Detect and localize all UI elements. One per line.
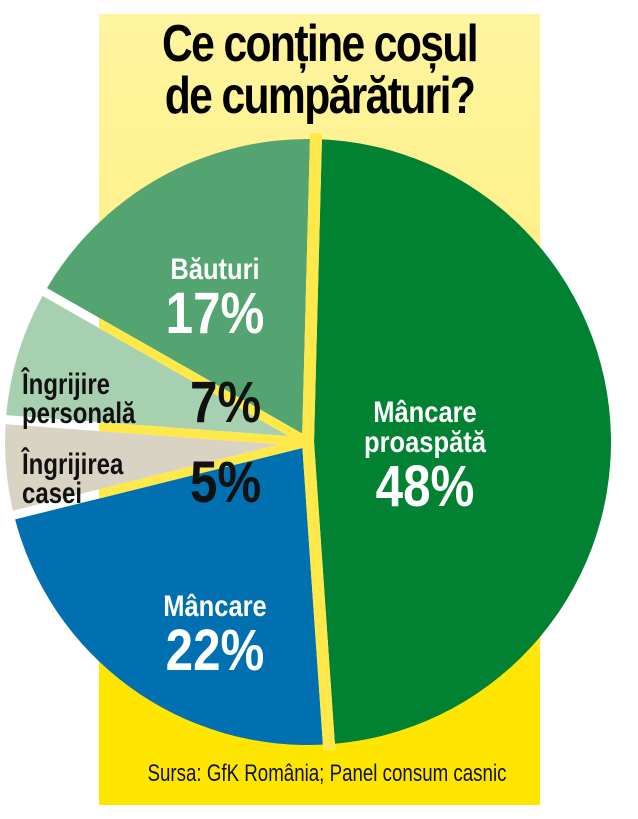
- label-home-care: Îngrijirea casei 5%: [22, 448, 262, 515]
- slice-home-care: [4, 419, 308, 516]
- label-fresh-food-name-1: Mâncare: [373, 396, 477, 429]
- title-line-2: de cumpărături?: [164, 67, 476, 125]
- label-fresh-food: Mâncare proaspătă 48%: [340, 398, 510, 516]
- label-personal-care-name-2: personală: [22, 397, 136, 430]
- slice-separator: [99, 437, 310, 499]
- label-fresh-food-name-2: proaspătă: [364, 426, 486, 459]
- slice-fresh-food: [308, 139, 611, 745]
- chart-title: Ce conține coșul de cumpărături?: [139, 18, 501, 122]
- label-personal-care: Îngrijire personală 7%: [22, 368, 262, 435]
- label-drinks-pct: 17%: [165, 281, 265, 346]
- label-personal-care-pct: 7%: [190, 370, 262, 435]
- label-personal-care-name-1: Îngrijire: [22, 368, 111, 401]
- label-drinks: Băuturi 17%: [130, 255, 300, 343]
- label-food-pct: 22%: [165, 618, 265, 683]
- slice-separator: [99, 422, 309, 447]
- slice-drinks: [44, 139, 316, 442]
- label-home-care-pct: 5%: [190, 450, 262, 515]
- label-home-care-name-2: casei: [22, 477, 83, 510]
- slice-food: [13, 442, 329, 745]
- label-drinks-name: Băuturi: [170, 253, 260, 286]
- label-food-name: Mâncare: [163, 590, 267, 623]
- slice-separator: [302, 132, 323, 443]
- label-home-care-name-1: Îngrijirea: [22, 448, 124, 481]
- slice-separator: [99, 317, 311, 446]
- label-food: Mâncare 22%: [130, 592, 300, 680]
- pie-slices: [4, 139, 611, 745]
- label-fresh-food-pct: 48%: [375, 454, 475, 519]
- slice-personal-care: [5, 291, 309, 442]
- source-note: Sursa: GfK România; Panel consum casnic: [147, 760, 507, 787]
- slice-separator: [302, 441, 336, 751]
- slice-separators-inside: [99, 132, 336, 751]
- title-line-1: Ce conține coșul: [162, 15, 479, 73]
